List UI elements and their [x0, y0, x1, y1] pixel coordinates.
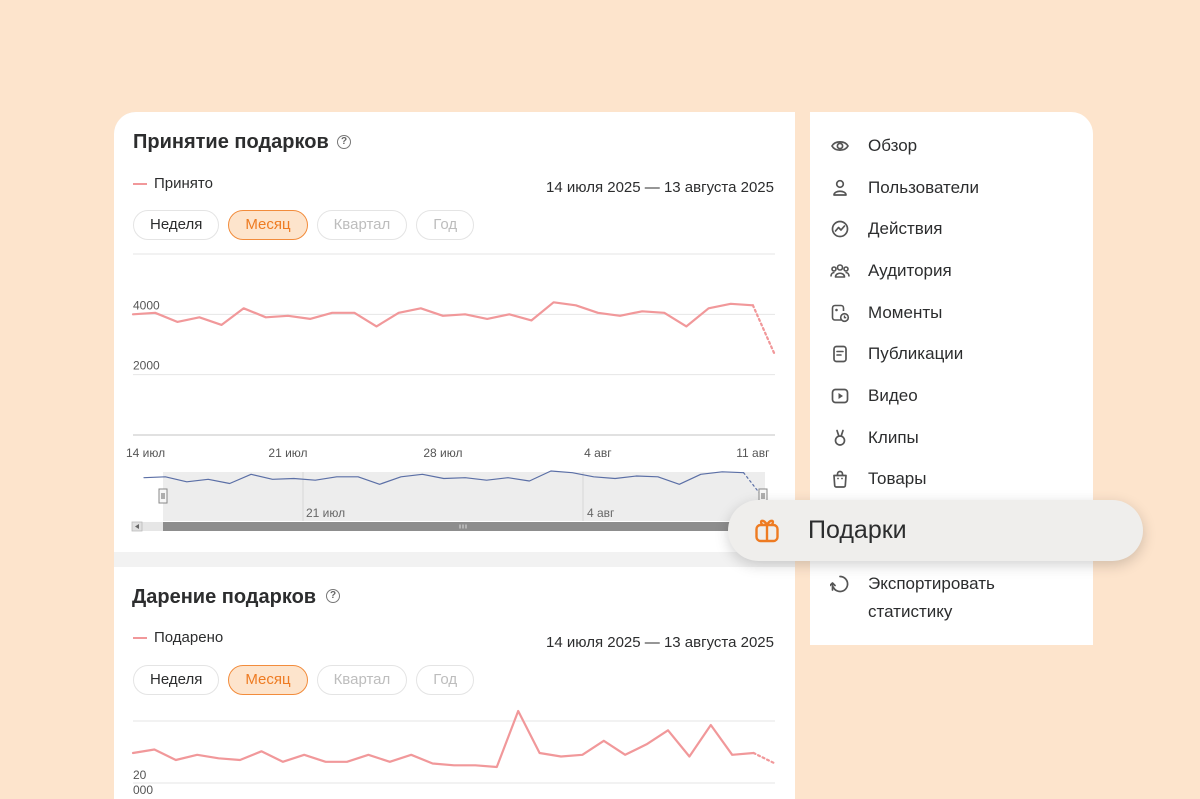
period-tabs: Неделя Месяц Квартал Год: [133, 665, 475, 695]
legend: Принято: [133, 175, 213, 192]
sidebar-item-moments[interactable]: Моменты: [810, 295, 1093, 331]
date-range[interactable]: 14 июля 2025 — 13 августа 2025: [546, 179, 774, 196]
tab-quarter[interactable]: Квартал: [316, 665, 408, 695]
sidebar-item-label: Обзор: [868, 136, 918, 155]
sidebar-item-clips[interactable]: Клипы: [810, 420, 1093, 456]
navigator-series-forecast: [743, 472, 766, 501]
goods-icon: [830, 469, 850, 489]
statistics-main-panel: Принятие подарков ? Принято 14 июля 2025…: [114, 112, 795, 799]
export-icon: [830, 574, 850, 594]
navigator-label: 21 июл: [306, 506, 345, 520]
sidebar-item-label: Пользователи: [868, 178, 979, 197]
sidebar-item-goods[interactable]: Товары: [810, 461, 1093, 497]
navigator-selection: [163, 472, 765, 521]
x-tick-label: 21 июл: [268, 446, 307, 460]
publications-icon: [830, 344, 850, 364]
sidebar-item-label: Моменты: [868, 303, 943, 322]
gifts-received-chart: 4000 2000 14 июл 21 июл 28 июл 4 авг 11 авг 21 …: [126, 253, 777, 532]
sidebar-item-video[interactable]: Видео: [810, 378, 1093, 414]
gift-icon: [753, 516, 781, 544]
export-label-line1: Экспортировать: [868, 574, 995, 593]
sidebar-item-label: Публикации: [868, 344, 964, 363]
tab-week[interactable]: Неделя: [133, 665, 220, 695]
gifts-given-card: Дарение подарков ? Подарено 14 июля 2025…: [114, 567, 795, 799]
sidebar-item-label: Видео: [868, 386, 918, 405]
sidebar-item-label: Товары: [868, 469, 927, 488]
audience-icon: [830, 261, 850, 281]
sidebar-item-gifts-selected[interactable]: Подарки: [728, 500, 1143, 561]
x-tick-label: 14 июл: [126, 446, 165, 460]
sidebar-item-label: Аудитория: [868, 261, 952, 280]
series-line-received: [131, 301, 754, 328]
card-title: Принятие подарков: [133, 131, 329, 153]
eye-icon: [830, 136, 850, 156]
legend-label: Подарено: [154, 629, 224, 646]
sidebar-item-actions[interactable]: Действия: [810, 211, 1093, 247]
legend: Подарено: [133, 629, 223, 646]
sidebar-item-label: Клипы: [868, 428, 919, 447]
stats-sidebar: Обзор Пользователи Действия Аудитория Мо…: [810, 112, 1093, 645]
x-tick-label: 28 июл: [423, 446, 462, 460]
period-tabs: Неделя Месяц Квартал Год: [133, 210, 475, 240]
card-title: Дарение подарков: [132, 586, 317, 608]
series-line-received-forecast: [751, 304, 777, 357]
series-line-given-forecast: [752, 751, 777, 765]
sidebar-item-publications[interactable]: Публикации: [810, 336, 1093, 372]
legend-label: Принято: [154, 175, 213, 192]
navigator-series-line: [143, 470, 745, 485]
video-icon: [830, 386, 850, 406]
tab-week[interactable]: Неделя: [133, 210, 220, 240]
legend-line-icon: [133, 636, 147, 639]
sidebar-item-label: Подарки: [808, 516, 907, 544]
tab-month[interactable]: Месяц: [228, 210, 308, 240]
help-icon[interactable]: ?: [326, 589, 340, 603]
sidebar-item-label: Экспортировать статистику: [868, 570, 995, 626]
tab-quarter[interactable]: Квартал: [316, 210, 408, 240]
user-icon: [830, 178, 850, 198]
tab-year[interactable]: Год: [416, 210, 475, 240]
sidebar-item-export[interactable]: Экспортировать статистику: [810, 566, 1093, 626]
scrollbar-thumb: [163, 522, 777, 531]
help-icon[interactable]: ?: [337, 135, 351, 149]
y-tick-label: 20 000: [133, 768, 153, 797]
series-line-given: [131, 709, 755, 769]
tab-year[interactable]: Год: [416, 665, 475, 695]
date-range[interactable]: 14 июля 2025 — 13 августа 2025: [546, 634, 774, 651]
scrollbar-grip: [459, 524, 467, 529]
sidebar-item-audience[interactable]: Аудитория: [810, 253, 1093, 289]
clips-icon: [830, 428, 850, 448]
x-tick-label: 11 авг: [736, 446, 770, 460]
legend-line-icon: [133, 182, 147, 185]
gifts-given-chart: 20 000: [131, 709, 777, 797]
sidebar-item-users[interactable]: Пользователи: [810, 170, 1093, 206]
navigator-handle: [158, 488, 168, 504]
activity-icon: [830, 219, 850, 239]
y-tick-label: 4000: [133, 298, 160, 312]
gifts-received-card: Принятие подарков ? Принято 14 июля 2025…: [114, 112, 795, 552]
x-tick-label: 4 авг: [584, 446, 612, 460]
sidebar-item-overview[interactable]: Обзор: [810, 128, 1093, 164]
navigator-label: 4 авг: [587, 506, 615, 520]
sidebar-item-label: Действия: [868, 219, 943, 238]
moments-icon: [830, 303, 850, 323]
chevron-left-icon: [135, 524, 139, 529]
tab-month[interactable]: Месяц: [228, 665, 308, 695]
y-tick-label: 2000: [133, 359, 160, 373]
export-label-line2: статистику: [868, 602, 953, 621]
